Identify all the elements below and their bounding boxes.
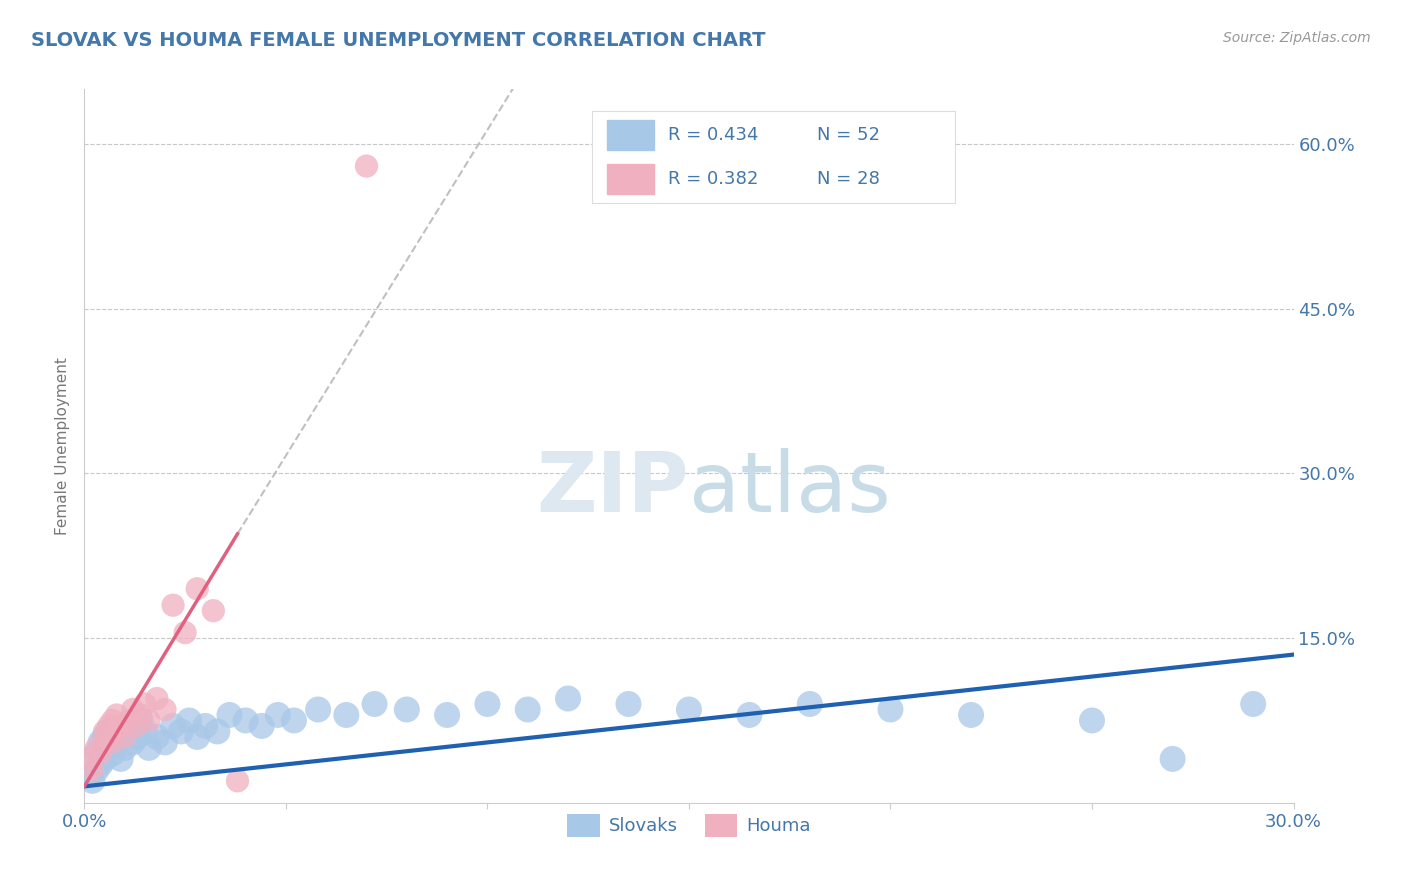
Point: [194, 719, 217, 733]
Point: [114, 730, 136, 744]
Point: [146, 691, 169, 706]
Point: [97, 730, 120, 744]
Point: [114, 740, 136, 755]
Point: [335, 708, 357, 723]
Point: [960, 708, 983, 723]
Point: [516, 702, 538, 716]
Point: [82, 773, 104, 788]
Point: [250, 719, 273, 733]
Point: [89, 735, 111, 749]
Point: [121, 735, 143, 749]
Point: [97, 740, 120, 755]
Point: [738, 708, 761, 723]
Point: [436, 708, 458, 723]
Point: [125, 730, 148, 744]
Point: [799, 697, 821, 711]
Point: [101, 735, 124, 749]
Point: [356, 159, 378, 173]
Point: [162, 719, 184, 733]
Text: SLOVAK VS HOUMA FEMALE UNEMPLOYMENT CORRELATION CHART: SLOVAK VS HOUMA FEMALE UNEMPLOYMENT CORR…: [31, 31, 765, 50]
Point: [226, 773, 249, 788]
Point: [283, 714, 305, 728]
Point: [129, 708, 152, 723]
Point: [82, 763, 104, 777]
Point: [170, 724, 193, 739]
Point: [105, 730, 128, 744]
Point: [77, 752, 100, 766]
Point: [93, 752, 115, 766]
Point: [101, 747, 124, 761]
Point: [138, 740, 160, 755]
Point: [129, 714, 152, 728]
Point: [678, 702, 700, 716]
Point: [118, 719, 141, 733]
Point: [114, 724, 136, 739]
Point: [617, 697, 640, 711]
Point: [93, 735, 115, 749]
Point: [134, 697, 156, 711]
Point: [477, 697, 499, 711]
Point: [363, 697, 385, 711]
Point: [93, 730, 115, 744]
Point: [118, 714, 141, 728]
Point: [121, 702, 143, 716]
Point: [89, 757, 111, 772]
Point: [125, 719, 148, 733]
Text: atlas: atlas: [689, 449, 890, 529]
Point: [235, 714, 257, 728]
Point: [86, 763, 108, 777]
Point: [307, 702, 329, 716]
Point: [134, 724, 156, 739]
Point: [146, 730, 169, 744]
Point: [110, 719, 132, 733]
Point: [93, 724, 115, 739]
Text: ZIP: ZIP: [537, 449, 689, 529]
Point: [186, 730, 208, 744]
Point: [174, 625, 197, 640]
Point: [207, 724, 229, 739]
Point: [153, 702, 176, 716]
Point: [138, 714, 160, 728]
Point: [879, 702, 901, 716]
Point: [162, 598, 184, 612]
Point: [1241, 697, 1264, 711]
Point: [101, 735, 124, 749]
Point: [77, 768, 100, 782]
Point: [86, 747, 108, 761]
Point: [1081, 714, 1104, 728]
Y-axis label: Female Unemployment: Female Unemployment: [55, 357, 70, 535]
Point: [395, 702, 418, 716]
Point: [97, 724, 120, 739]
Point: [89, 747, 111, 761]
Point: [97, 719, 120, 733]
Point: [105, 724, 128, 739]
Point: [179, 714, 201, 728]
Point: [105, 708, 128, 723]
Point: [86, 740, 108, 755]
Point: [267, 708, 290, 723]
Point: [110, 752, 132, 766]
Text: Source: ZipAtlas.com: Source: ZipAtlas.com: [1223, 31, 1371, 45]
Point: [557, 691, 579, 706]
Point: [101, 714, 124, 728]
Point: [186, 582, 208, 596]
Point: [153, 735, 176, 749]
Point: [218, 708, 240, 723]
Point: [202, 604, 225, 618]
Legend: Slovaks, Houma: Slovaks, Houma: [560, 807, 818, 844]
Point: [1161, 752, 1184, 766]
